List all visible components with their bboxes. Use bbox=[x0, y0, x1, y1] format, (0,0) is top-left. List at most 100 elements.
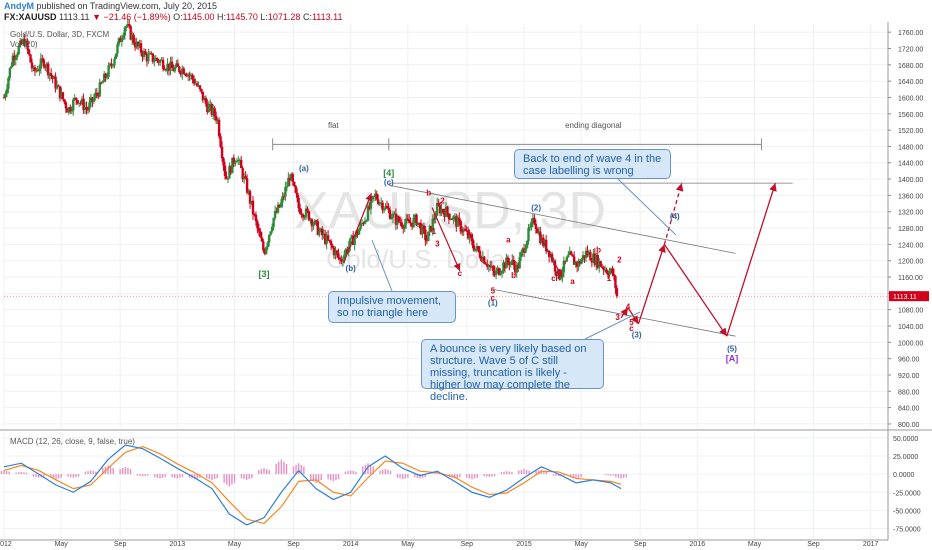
wave-arrow bbox=[343, 193, 373, 263]
candle-up bbox=[343, 254, 346, 262]
wave-label: b bbox=[426, 188, 431, 197]
candle-down bbox=[611, 268, 614, 275]
candle-up bbox=[194, 83, 197, 85]
candle-down bbox=[256, 221, 259, 229]
symbol-label[interactable]: FX:XAUUSD bbox=[4, 12, 57, 22]
wave-label: b bbox=[596, 246, 601, 255]
candle-down bbox=[430, 225, 433, 232]
candle-down bbox=[602, 267, 605, 270]
channel-lower bbox=[492, 288, 736, 337]
candle-up bbox=[598, 261, 601, 268]
x-tick-label: Sep bbox=[807, 541, 820, 548]
candle-down bbox=[133, 43, 137, 48]
candle-down bbox=[2, 97, 6, 99]
candle-down bbox=[375, 193, 378, 200]
candle-down bbox=[66, 108, 69, 113]
candle-down bbox=[301, 214, 305, 218]
candle-down bbox=[200, 89, 203, 92]
projection-arrow bbox=[620, 307, 629, 319]
candle-up bbox=[285, 186, 289, 188]
close-value: 1113.11 bbox=[311, 12, 343, 22]
candle-up bbox=[412, 217, 415, 227]
candle-down bbox=[399, 221, 402, 223]
candle-down bbox=[136, 41, 140, 47]
candle-up bbox=[234, 161, 237, 164]
candle-down bbox=[244, 176, 247, 179]
candle-down bbox=[512, 259, 515, 266]
candle-up bbox=[101, 82, 104, 84]
candle-up bbox=[396, 216, 399, 225]
candle-down bbox=[484, 263, 487, 265]
candle-up bbox=[142, 51, 146, 57]
candle-down bbox=[323, 233, 327, 244]
y-tick-label: 1440.00 bbox=[898, 161, 923, 168]
candle-up bbox=[186, 74, 190, 77]
candle-down bbox=[262, 241, 265, 251]
candle-down bbox=[220, 146, 224, 159]
author-link[interactable]: AndyM bbox=[4, 1, 34, 11]
candle-down bbox=[385, 206, 389, 208]
candle-down bbox=[328, 240, 331, 242]
candle-up bbox=[228, 166, 231, 179]
candle-down bbox=[553, 260, 557, 272]
callout-impulsive[interactable]: Impulsive movement, so no triangle here bbox=[328, 291, 456, 323]
candle-up bbox=[60, 92, 63, 99]
y-tick-label: 1760.00 bbox=[898, 30, 923, 37]
candle-down bbox=[463, 228, 467, 231]
candles bbox=[2, 18, 619, 299]
candle-down bbox=[331, 245, 334, 248]
candle-down bbox=[259, 231, 262, 238]
candle-up bbox=[108, 63, 112, 66]
last-price-label: 1113.11 bbox=[893, 294, 917, 301]
callout-pointer bbox=[617, 178, 677, 236]
candle-up bbox=[568, 251, 571, 255]
candle-down bbox=[100, 82, 103, 84]
y-tick-label: 1240.00 bbox=[898, 242, 923, 249]
axes: 800.00 840.00 880.00 920.00 960.00 1000.00 104… bbox=[0, 22, 932, 548]
candle-up bbox=[284, 187, 287, 197]
down-arrow-icon: ▼ bbox=[92, 12, 101, 22]
x-tick-label: 2014 bbox=[343, 541, 359, 548]
candle-down bbox=[49, 73, 53, 76]
candle-up bbox=[344, 249, 348, 255]
callout-wave4[interactable]: Back to end of wave 4 in the case labell… bbox=[514, 149, 671, 179]
candle-down bbox=[461, 231, 464, 233]
candle-up bbox=[502, 262, 505, 271]
candle-up bbox=[102, 73, 106, 83]
candle-down bbox=[438, 205, 442, 214]
candle-down bbox=[455, 216, 458, 227]
candle-down bbox=[612, 274, 616, 276]
candle-up bbox=[390, 217, 393, 219]
x-tick-label: Sep bbox=[287, 541, 300, 548]
candle-up bbox=[88, 102, 91, 110]
candle-up bbox=[543, 239, 546, 246]
candle-down bbox=[57, 85, 60, 87]
candle-up bbox=[403, 223, 406, 229]
chart-header: AndyM published on TradingView.com, July… bbox=[0, 0, 932, 24]
candle-down bbox=[377, 199, 380, 205]
candle-up bbox=[238, 159, 241, 161]
candle-down bbox=[534, 223, 538, 229]
candle-down bbox=[493, 270, 496, 276]
candle-up bbox=[360, 222, 364, 224]
candle-up bbox=[313, 220, 317, 225]
candle-up bbox=[89, 97, 93, 103]
candle-up bbox=[312, 224, 315, 227]
volume-label: Vol (20) bbox=[10, 40, 38, 49]
candle-down bbox=[13, 55, 16, 60]
candle-down bbox=[58, 86, 62, 99]
candle-up bbox=[11, 55, 15, 67]
candle-up bbox=[322, 233, 325, 236]
candle-down bbox=[29, 54, 32, 63]
candle-down bbox=[161, 59, 165, 69]
candle-down bbox=[184, 73, 187, 75]
candle-down bbox=[23, 39, 26, 46]
candle-down bbox=[213, 108, 216, 116]
callout-bounce[interactable]: A bounce is very likely based on structu… bbox=[421, 339, 604, 403]
candle-down bbox=[217, 119, 221, 137]
y-tick-label: 1160.00 bbox=[898, 275, 923, 282]
candle-up bbox=[269, 231, 272, 235]
candle-down bbox=[469, 234, 473, 239]
candle-down bbox=[522, 248, 526, 253]
